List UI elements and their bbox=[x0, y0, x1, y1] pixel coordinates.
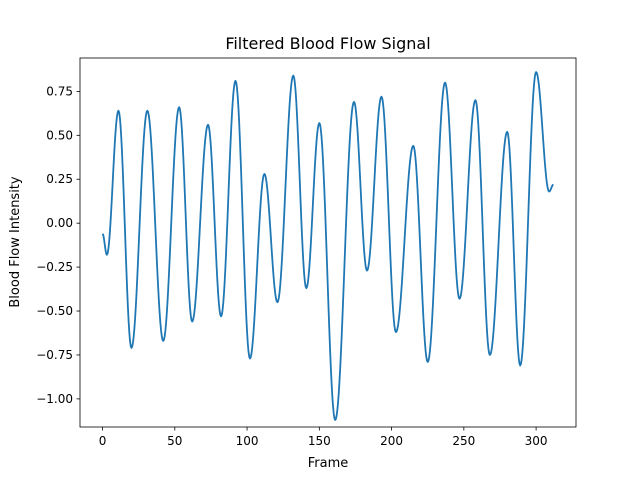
y-tick: 0.25 bbox=[46, 172, 80, 186]
y-tick-label: −0.25 bbox=[36, 260, 73, 274]
y-tick-label: 0.25 bbox=[46, 172, 73, 186]
x-tick: 150 bbox=[308, 427, 331, 448]
y-tick-label: −0.75 bbox=[36, 348, 73, 362]
series-line bbox=[101, 71, 554, 421]
x-tick: 100 bbox=[236, 427, 259, 448]
y-tick: −0.25 bbox=[36, 260, 80, 274]
axes-frame bbox=[79, 57, 577, 428]
y-axis-label: Blood Flow Intensity bbox=[8, 176, 23, 308]
y-tick: −0.50 bbox=[36, 304, 80, 318]
y-tick-label: 0.75 bbox=[46, 84, 73, 98]
x-tick-label: 250 bbox=[452, 434, 475, 448]
chart-title: Filtered Blood Flow Signal bbox=[225, 34, 430, 53]
x-axis-label: Frame bbox=[308, 456, 349, 471]
y-tick-label: −0.50 bbox=[36, 304, 73, 318]
x-tick: 300 bbox=[525, 427, 548, 448]
x-tick-label: 100 bbox=[236, 434, 259, 448]
x-tick: 250 bbox=[452, 427, 475, 448]
x-tick: 200 bbox=[380, 427, 403, 448]
y-tick-label: 0.50 bbox=[46, 128, 73, 142]
y-axis-ticks: −1.00 −0.75 −0.50 −0.25 0.00 0.25 0.50 0.75 bbox=[36, 84, 80, 406]
x-tick: 0 bbox=[99, 427, 107, 448]
y-tick-label: 0.00 bbox=[46, 216, 73, 230]
x-tick-label: 0 bbox=[99, 434, 107, 448]
x-tick: 50 bbox=[167, 427, 182, 448]
y-tick-label: −1.00 bbox=[36, 392, 73, 406]
y-tick: 0.75 bbox=[46, 84, 80, 98]
y-tick: 0.00 bbox=[46, 216, 80, 230]
x-tick-label: 150 bbox=[308, 434, 331, 448]
x-tick-label: 200 bbox=[380, 434, 403, 448]
x-tick-label: 50 bbox=[167, 434, 182, 448]
x-tick-label: 300 bbox=[525, 434, 548, 448]
x-axis-ticks: 0 50 100 150 200 250 300 bbox=[99, 427, 548, 448]
y-tick: −1.00 bbox=[36, 392, 80, 406]
plot-area bbox=[79, 57, 577, 428]
y-tick: 0.50 bbox=[46, 128, 80, 142]
y-tick: −0.75 bbox=[36, 348, 80, 362]
